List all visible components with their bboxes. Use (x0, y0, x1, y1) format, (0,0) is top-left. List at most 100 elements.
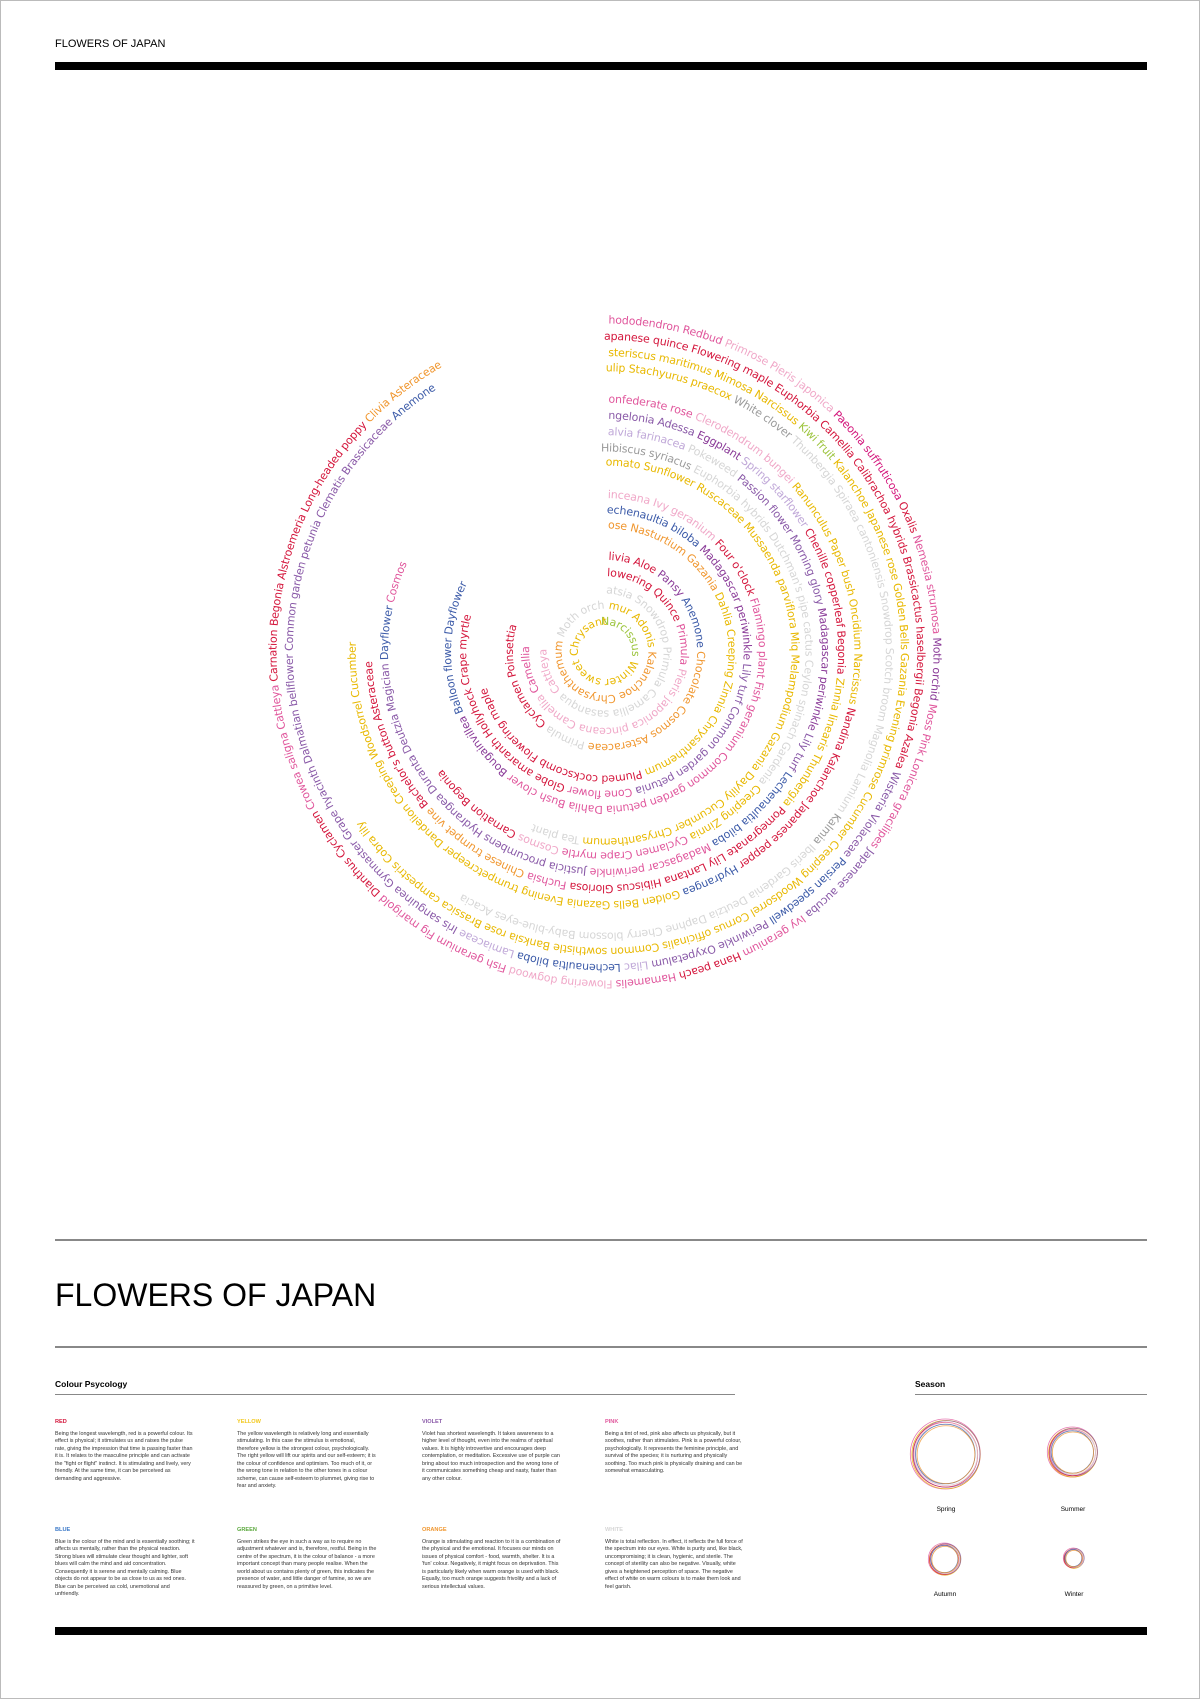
colour-text: Violet has shortest wavelength. It takes… (422, 1431, 560, 1482)
season-ring (1065, 1549, 1083, 1568)
flower-name: pinceana (577, 721, 630, 738)
season-ring (1063, 1548, 1083, 1569)
flower-name: Flowering Quince (1, 1, 684, 624)
season-label: Autumn (934, 1591, 957, 1598)
season-ring (1065, 1549, 1084, 1568)
flower-name: Cucumber (346, 641, 363, 698)
header-title: FLOWERS OF JAPAN (55, 38, 166, 50)
divider (55, 1394, 735, 1395)
season-ring (1048, 1427, 1098, 1478)
season-ring (911, 1420, 981, 1490)
section-title: FLOWERS OF JAPAN (55, 1277, 377, 1313)
ring-text: Clivia Aloe Pansy Anemone Chocolate Cosm… (1, 1, 707, 754)
flower-name: Cone flower (566, 783, 634, 801)
colour-heading: PINK (605, 1419, 619, 1425)
colour-text: The yellow wavelength is relatively long… (237, 1431, 376, 1490)
ring-text-path: Amur Adonis Kalanchoe Chrysanthemum Moth… (1, 1, 659, 705)
season-label: Summer (1061, 1506, 1086, 1513)
colour-text: Being a tint of red, pink also affects u… (605, 1431, 743, 1475)
season-ring (912, 1421, 979, 1488)
flower-name: Oncidium (846, 598, 865, 651)
season-ring (1064, 1548, 1084, 1568)
season-title: Season (915, 1379, 946, 1389)
colour-heading: YELLOW (237, 1419, 261, 1425)
season-ring (930, 1544, 960, 1574)
flower-name: Gloriosa (569, 880, 614, 896)
flower-name: Salvia farinacea (1, 1, 688, 453)
flower-name: Primula (673, 622, 691, 666)
flower-name: Narcissus (846, 653, 864, 706)
flower-name: Crape myrtle (560, 845, 633, 863)
flower-name: Asteriscus maritimus (1, 1, 714, 378)
flower-name: Gazania (895, 653, 911, 697)
flower-name: Tulip (1, 1, 626, 375)
flower-name: Hibiscus (616, 875, 663, 894)
flower-name: Lilac (624, 958, 650, 973)
season-ring (1048, 1429, 1096, 1477)
season-ring (909, 1418, 981, 1490)
flower-name: Rhododendron (1, 1, 681, 335)
flower-name: Dahlia (567, 799, 603, 816)
season-ring (1064, 1549, 1083, 1567)
ring-text: Amur Adonis Kalanchoe Chrysanthemum Moth… (1, 1, 658, 705)
spiral: Rhododendron Redbud Primrose Pieris japo… (1, 1, 944, 990)
flower-name: Begonia (834, 630, 848, 675)
flower-name: Moth orchid (927, 637, 944, 701)
flower-name: Cosmos (384, 559, 410, 604)
flower-name: Amur Adonis (1, 1, 658, 649)
flower-name: Confederate rose (1, 1, 695, 421)
season-ring (930, 1543, 962, 1575)
colour-text: Blue is the colour of the mind and is es… (55, 1539, 195, 1598)
flower-name: Magician (378, 663, 399, 713)
bottom-bar (55, 1627, 1147, 1635)
colour-heading: WHITE (605, 1527, 624, 1533)
colour-text: White is total reflection. In effect, it… (605, 1539, 743, 1590)
season-ring (1064, 1548, 1085, 1568)
flower-name: Crape myrtle (456, 613, 474, 687)
season-ring (1063, 1548, 1085, 1569)
colour-heading: VIOLET (422, 1419, 443, 1425)
season-ring (1051, 1430, 1096, 1475)
flower-name: Angelonia (1, 1, 656, 427)
flower-name: Dayflower (378, 604, 396, 660)
colour-heading: RED (55, 1419, 67, 1425)
season-ring (913, 1420, 981, 1488)
top-bar (55, 62, 1147, 70)
flower-name: Hamamelis (615, 970, 677, 990)
season-label: Spring (937, 1506, 956, 1513)
ring-text: Narcissus Winter sweet Chrysanthemum (1, 1, 642, 689)
divider (55, 1239, 1147, 1241)
season-ring (915, 1423, 978, 1486)
season-ring (931, 1545, 961, 1574)
ring-text-path: Narcissus Winter sweet Chrysanthemum (1, 1, 642, 689)
season-ring (1050, 1430, 1094, 1474)
flower-name: pinceana (1, 1, 652, 507)
season-ring (930, 1545, 959, 1574)
flower-name: Snowdrop (876, 590, 895, 645)
season-ring (927, 1542, 961, 1576)
season-ring (929, 1544, 960, 1575)
season-ring (1051, 1431, 1095, 1474)
season-ring (929, 1543, 962, 1576)
flower-name: Tomato (1, 1, 642, 472)
divider (915, 1394, 1147, 1395)
divider (55, 1346, 1147, 1348)
flower-name: Carnation (267, 629, 281, 682)
flower-name: Japanese quince (1, 1, 690, 354)
colour-heading: GREEN (237, 1527, 257, 1533)
flower-name: Cherry blossom (578, 924, 663, 943)
season-ring (1049, 1427, 1098, 1477)
season-ring (914, 1422, 978, 1486)
season-ring (1046, 1426, 1098, 1478)
ring-text-path: Clivia Aloe Pansy Anemone Chocolate Cosm… (1, 1, 707, 754)
colour-heading: BLUE (55, 1527, 71, 1533)
colour-heading: ORANGE (422, 1527, 447, 1533)
season-ring (931, 1546, 959, 1574)
season-ring (1062, 1547, 1084, 1569)
season-ring (915, 1423, 976, 1485)
flower-name: Rose (1, 1, 628, 533)
colour-text: Orange is stimulating and reaction to it… (422, 1539, 561, 1590)
colour-text: Being the longest wavelength, red is a p… (55, 1431, 193, 1482)
season-ring (916, 1425, 976, 1484)
